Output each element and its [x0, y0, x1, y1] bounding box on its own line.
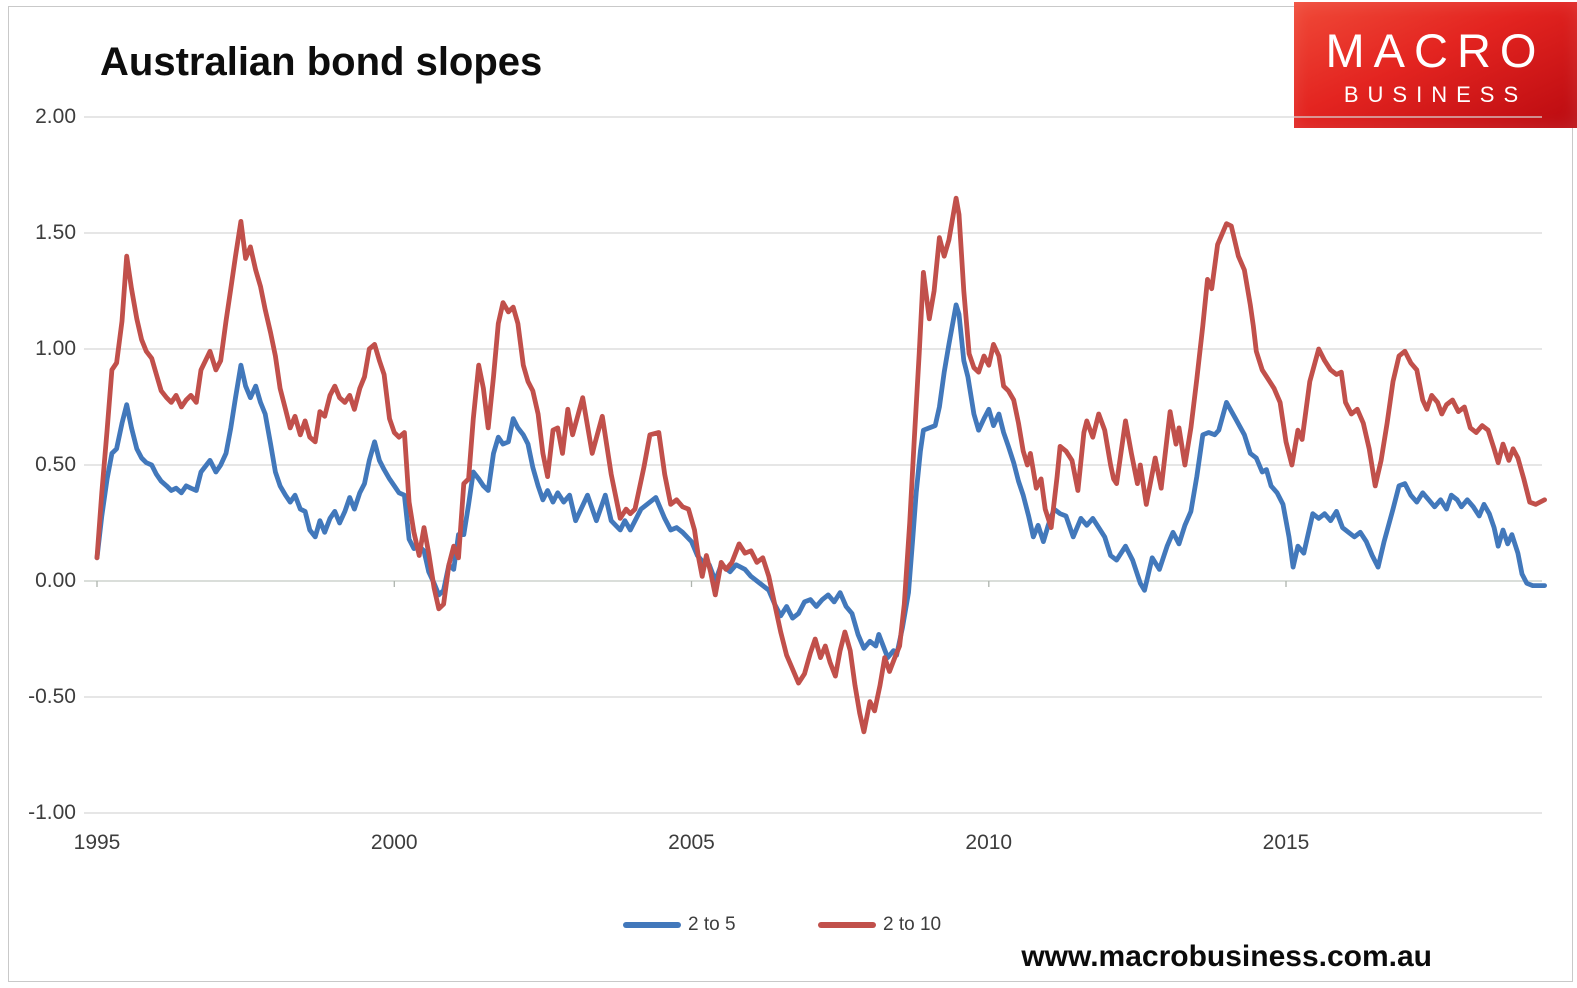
legend: 2 to 5 2 to 10	[623, 913, 1043, 939]
x-tick-label: 2005	[668, 831, 715, 854]
legend-swatch-2-to-5	[623, 922, 681, 928]
y-tick-label: -1.00	[28, 801, 76, 824]
website-url: www.macrobusiness.com.au	[1021, 940, 1432, 973]
legend-label-2-to-10: 2 to 10	[883, 914, 942, 935]
y-tick-label: 0.50	[35, 453, 76, 476]
macrobusiness-logo: MACRO BUSINESS	[1294, 2, 1577, 128]
legend-swatch-2-to-10	[818, 922, 876, 928]
x-tick-label: 2010	[965, 831, 1013, 854]
series-line-1	[94, 195, 1547, 735]
series-line-0	[94, 302, 1547, 660]
logo-text-business: BUSINESS	[1343, 82, 1528, 107]
y-tick-label: 2.00	[35, 105, 76, 128]
y-tick-label: 1.50	[35, 221, 76, 244]
legend-label-2-to-5: 2 to 5	[688, 914, 736, 935]
logo-text-macro: MACRO	[1325, 24, 1546, 77]
x-tick-label: 2015	[1262, 831, 1310, 854]
y-tick-label: 0.00	[35, 569, 76, 592]
y-tick-label: 1.00	[35, 337, 76, 360]
x-tick-label: 1995	[73, 831, 121, 854]
x-tick-label: 2000	[370, 831, 418, 854]
chart-title: Australian bond slopes	[100, 40, 543, 84]
y-tick-label: -0.50	[28, 685, 76, 708]
